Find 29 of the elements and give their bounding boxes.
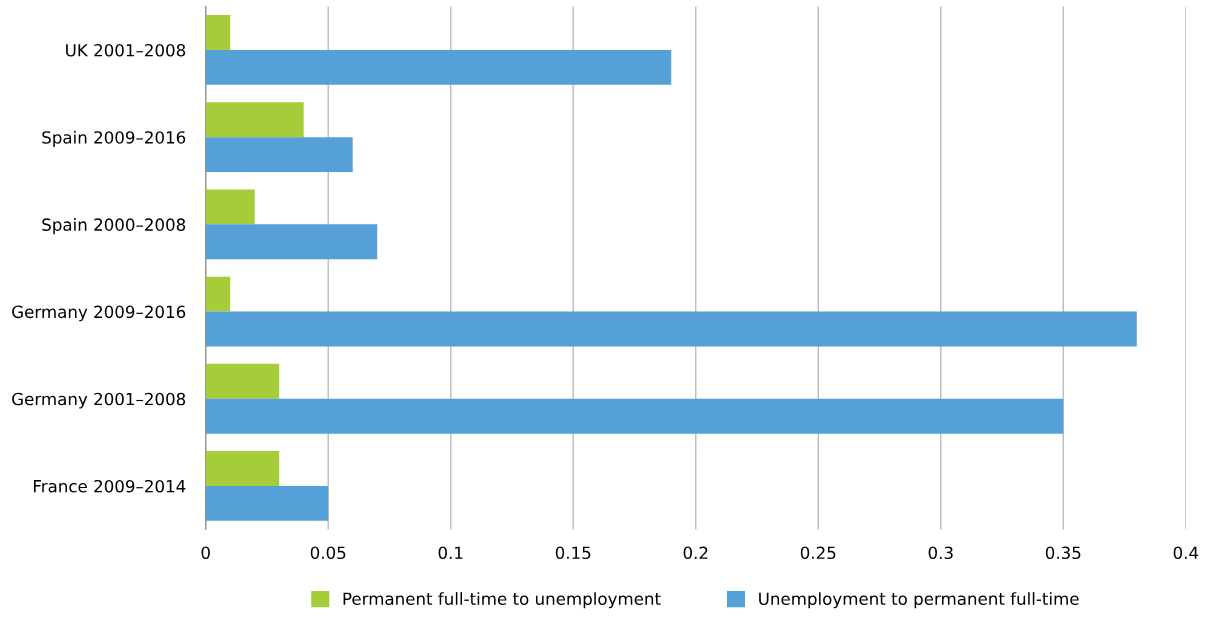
x-tick-label: 0.1 [438, 546, 463, 560]
bar [205, 451, 280, 486]
y-tick-label: UK 2001–2008 [66, 43, 186, 57]
y-tick-label: Germany 2009–2016 [12, 305, 186, 322]
x-tick-label: 0.4 [1173, 546, 1199, 560]
bar [205, 49, 672, 85]
y-tick-label: Spain 2009–2016 [42, 130, 186, 147]
x-tick-label: 0.3 [928, 546, 953, 560]
bar [205, 276, 231, 312]
legend-label: Permanent full-time to unemployment [343, 592, 661, 609]
bar [205, 137, 353, 173]
bar [205, 363, 280, 399]
x-tick-label: 0.2 [683, 546, 708, 560]
x-tick-label: 0.35 [1045, 546, 1081, 560]
x-tick-label: 0 [201, 546, 210, 560]
bar [205, 15, 231, 50]
x-tick-label: 0.15 [555, 546, 591, 560]
x-tick-label: 0.05 [310, 546, 346, 560]
y-tick-label: Spain 2000–2008 [42, 218, 186, 235]
bar [205, 189, 255, 225]
y-tick-label: France 2009–2014 [34, 479, 186, 493]
legend-label: Unemployment to permanent full-time [759, 592, 1079, 609]
bar [205, 398, 1064, 434]
bar [205, 102, 304, 138]
x-tick-label: 0.25 [800, 546, 836, 560]
y-tick-label: Germany 2001–2008 [12, 392, 186, 409]
bar [205, 485, 329, 521]
bar [205, 224, 378, 260]
bar [205, 311, 1137, 347]
